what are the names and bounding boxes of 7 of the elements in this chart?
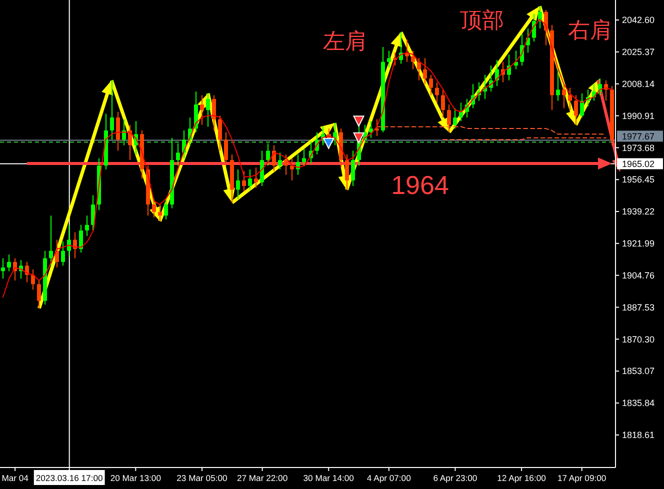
annotation: 右肩 bbox=[568, 18, 612, 43]
annotation: 顶部 bbox=[460, 8, 504, 33]
ref-line-label: 1977.67 bbox=[622, 131, 655, 142]
annotation: 1964 bbox=[391, 170, 449, 200]
annotation: 左肩 bbox=[323, 28, 367, 54]
ref-line-label: 1965.02 bbox=[622, 158, 655, 169]
x-tick-label: 2023.03.16 17:00 bbox=[36, 473, 104, 483]
